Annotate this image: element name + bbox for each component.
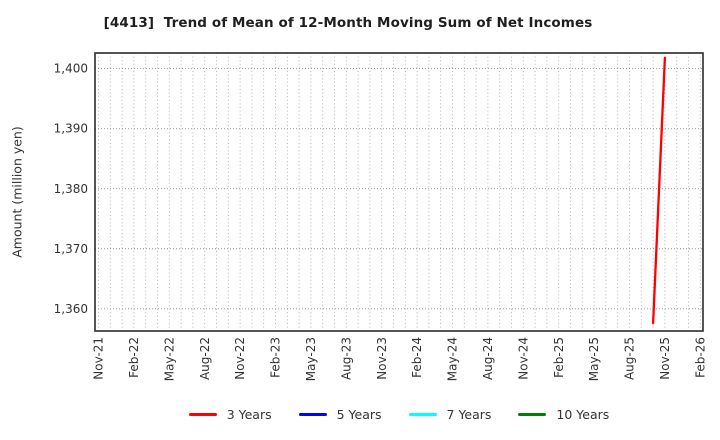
x-tick-label: Feb-25 bbox=[552, 337, 566, 378]
x-tick-label: Nov-25 bbox=[658, 337, 672, 380]
x-tick-label: Aug-25 bbox=[623, 337, 637, 380]
series-line-3-years bbox=[651, 56, 667, 325]
legend-label-5-years: 5 Years bbox=[336, 406, 382, 422]
y-tick-label: 1,380 bbox=[54, 182, 88, 196]
legend-label-7-years: 7 Years bbox=[446, 406, 492, 422]
legend-item-5-years: 5 Years bbox=[298, 406, 382, 422]
x-tick-label: Aug-24 bbox=[481, 337, 495, 380]
y-tick-label: 1,390 bbox=[54, 122, 88, 136]
legend-item-3-years: 3 Years bbox=[188, 406, 272, 422]
x-tick-label: Nov-21 bbox=[92, 337, 106, 380]
y-tick-label: 1,400 bbox=[54, 62, 88, 76]
x-tick-label: May-24 bbox=[446, 337, 460, 381]
chart-title: [4413] Trend of Mean of 12-Month Moving … bbox=[103, 15, 593, 31]
x-tick-label: Nov-23 bbox=[375, 337, 389, 380]
x-tick-label: Aug-22 bbox=[198, 337, 212, 380]
x-tick-label: May-23 bbox=[304, 337, 318, 381]
legend-label-3-years: 3 Years bbox=[226, 406, 272, 422]
legend-swatch-5-years bbox=[298, 412, 327, 416]
legend-item-10-years: 10 Years bbox=[518, 407, 609, 422]
legend-item-7-years: 7 Years bbox=[408, 406, 492, 422]
legend-swatch-3-years bbox=[188, 412, 217, 416]
x-tick-label: Nov-22 bbox=[233, 337, 247, 380]
x-tick-label: Feb-24 bbox=[410, 337, 424, 378]
plot-border bbox=[94, 52, 704, 332]
x-tick-label: May-25 bbox=[587, 337, 601, 381]
x-tick-label: May-22 bbox=[162, 337, 176, 381]
x-tick-label: Nov-24 bbox=[516, 337, 530, 380]
legend-swatch-7-years bbox=[408, 412, 437, 416]
legend: 3 Years 5 Years 7 Years 10 Years bbox=[95, 402, 703, 426]
x-tick-label: Feb-22 bbox=[127, 337, 141, 378]
x-tick-label: Aug-23 bbox=[339, 337, 353, 380]
legend-label-10-years: 10 Years bbox=[556, 406, 610, 422]
x-tick-label: Feb-26 bbox=[693, 337, 707, 378]
legend-swatch-10-years bbox=[518, 412, 547, 416]
x-tick-label: Feb-23 bbox=[269, 337, 283, 378]
y-tick-label: 1,360 bbox=[54, 302, 88, 316]
y-tick-label: 1,370 bbox=[54, 242, 88, 256]
